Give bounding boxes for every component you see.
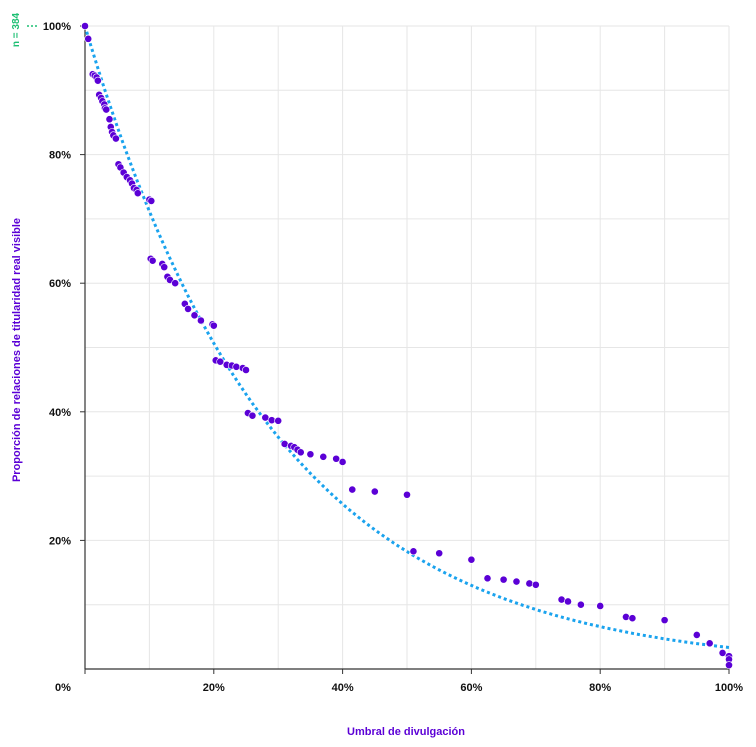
- y-tick-labels: 20% 40% 60% 80% 100%: [43, 21, 85, 547]
- data-point: [499, 575, 508, 584]
- data-point: [242, 366, 250, 374]
- data-point: [576, 600, 585, 609]
- data-point: [216, 357, 225, 366]
- y-tick-label: 20%: [49, 535, 71, 547]
- data-point: [435, 549, 444, 558]
- x-tick-label: 20%: [203, 682, 225, 694]
- data-point: [409, 547, 418, 556]
- data-point: [660, 616, 669, 625]
- x-tick-label: 40%: [332, 682, 354, 694]
- data-point: [147, 196, 156, 205]
- trend-line: [83, 25, 730, 649]
- data-point: [84, 34, 93, 43]
- data-point: [403, 490, 411, 499]
- data-point: [190, 311, 199, 320]
- data-point: [184, 305, 192, 313]
- x-tick-label: 0%: [55, 682, 71, 694]
- y-tick-label: 100%: [43, 21, 71, 33]
- x-axis-title: Umbral de divulgación: [347, 726, 465, 738]
- data-point: [348, 485, 357, 494]
- data-point: [628, 614, 637, 623]
- x-tick-label: 100%: [715, 682, 743, 694]
- data-point: [261, 413, 270, 422]
- sample-size-annotation: n = 384: [11, 12, 22, 47]
- x-tick-label: 80%: [589, 682, 611, 694]
- y-tick-label: 60%: [49, 278, 71, 290]
- x-tick-labels: 0% 20% 40% 60% 80% 100%: [55, 669, 743, 694]
- grid-lines: [85, 25, 730, 669]
- data-point: [105, 115, 114, 124]
- data-point: [692, 631, 701, 639]
- y-tick-label: 40%: [49, 407, 71, 419]
- data-point: [148, 256, 157, 265]
- y-tick-label: 80%: [49, 150, 71, 162]
- data-point: [112, 134, 120, 143]
- data-point: [512, 577, 521, 586]
- data-point: [280, 440, 289, 448]
- data-point: [93, 76, 102, 85]
- data-point: [705, 639, 714, 648]
- data-point: [622, 613, 630, 621]
- data-point: [248, 411, 257, 420]
- data-point: [338, 458, 347, 466]
- data-point: [81, 22, 89, 30]
- data-point: [596, 602, 605, 610]
- data-point: [197, 316, 205, 325]
- x-tick-label: 60%: [460, 682, 482, 694]
- data-point: [725, 661, 733, 670]
- data-point: [306, 450, 315, 459]
- data-point: [467, 555, 476, 564]
- data-point: [564, 597, 572, 606]
- data-point: [319, 452, 328, 461]
- data-point: [232, 362, 241, 371]
- data-point: [718, 649, 727, 657]
- data-point: [525, 579, 534, 588]
- data-point: [483, 574, 492, 583]
- data-point: [274, 416, 283, 425]
- data-point: [209, 321, 218, 330]
- data-point: [133, 189, 142, 198]
- data-point: [267, 416, 276, 425]
- data-point: [370, 487, 379, 496]
- axes: [84, 26, 729, 670]
- data-point: [102, 105, 111, 114]
- data-point: [332, 454, 341, 463]
- data-point: [171, 279, 180, 288]
- data-points: [81, 22, 733, 670]
- trend-line-path: [83, 25, 730, 649]
- data-point: [160, 263, 169, 272]
- data-point: [531, 580, 540, 589]
- y-axis-title: Proporción de relaciones de titularidad …: [11, 218, 23, 482]
- data-point: [557, 595, 566, 604]
- data-point: [296, 448, 305, 457]
